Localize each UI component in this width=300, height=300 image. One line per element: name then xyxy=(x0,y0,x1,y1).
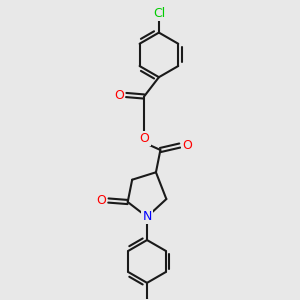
Text: O: O xyxy=(96,194,106,207)
Text: N: N xyxy=(142,210,152,224)
Text: Cl: Cl xyxy=(153,7,165,20)
Text: O: O xyxy=(114,88,124,101)
Text: O: O xyxy=(182,139,192,152)
Text: O: O xyxy=(140,132,150,145)
